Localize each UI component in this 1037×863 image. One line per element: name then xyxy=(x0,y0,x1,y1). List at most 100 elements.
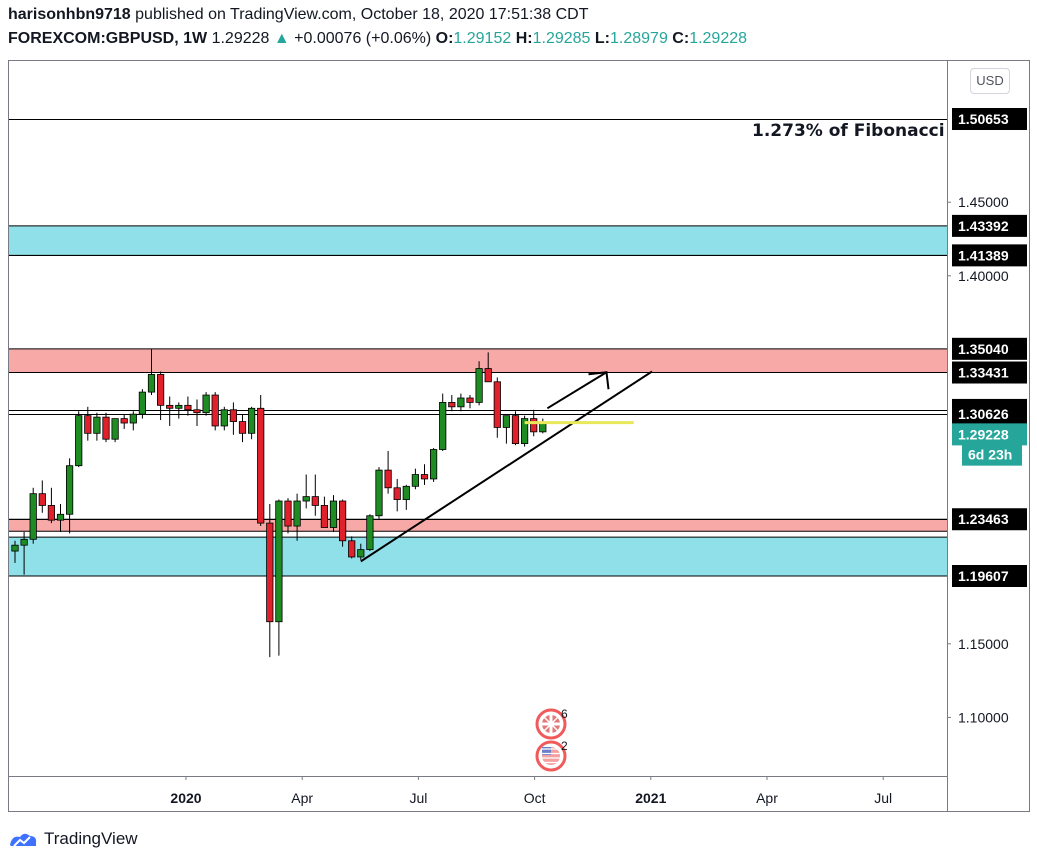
brand-name: TradingView xyxy=(44,829,138,848)
candle-down xyxy=(102,416,110,440)
candle-down xyxy=(47,505,56,521)
candle-down xyxy=(484,368,492,383)
uk-flag-icon[interactable]: 6 xyxy=(535,707,568,740)
candle-up xyxy=(220,409,228,427)
candle-down xyxy=(530,418,538,433)
candle-down xyxy=(184,404,192,411)
candle-down xyxy=(320,505,329,528)
symbol-name[interactable]: FOREXCOM:GBPUSD, 1W xyxy=(8,30,208,47)
candle-down xyxy=(511,415,520,445)
candle-up xyxy=(20,538,28,546)
candle-down xyxy=(384,469,392,489)
currency-button[interactable]: USD xyxy=(970,68,1010,94)
candle-up xyxy=(366,515,374,551)
flag-canton xyxy=(542,747,551,755)
candle-up xyxy=(11,544,19,552)
candle-up xyxy=(402,485,410,500)
candle-up xyxy=(111,418,119,440)
candle-down xyxy=(266,522,274,623)
candle-down xyxy=(393,487,401,500)
candle-up xyxy=(302,496,310,502)
candle-up xyxy=(202,394,210,414)
low-value: 1.28979 xyxy=(610,30,668,47)
candle-up xyxy=(247,407,256,434)
candle-down xyxy=(338,500,347,542)
levels-layer xyxy=(8,119,947,520)
candle-down xyxy=(211,394,219,427)
zones-layer xyxy=(8,225,947,577)
candle-up xyxy=(147,374,156,393)
close-value: 1.29228 xyxy=(689,30,748,47)
candle-up xyxy=(357,549,365,558)
time-tick-label: Jul xyxy=(409,790,427,806)
candle-up xyxy=(56,513,65,521)
price-tag xyxy=(952,244,1027,267)
price-tick-label: 1.40000 xyxy=(958,268,1009,284)
candle-down xyxy=(466,397,474,403)
last-price: 1.29228 xyxy=(211,30,270,47)
candle-down xyxy=(156,374,165,406)
price-tag xyxy=(962,443,1022,466)
price-tag-label: 1.23463 xyxy=(958,511,1009,527)
candle-up xyxy=(275,500,283,623)
price-tag-label: 1.35040 xyxy=(958,341,1009,357)
up-arrow-icon: ▲ xyxy=(273,30,290,47)
publish-info: harisonhbn9718 published on TradingView.… xyxy=(8,6,588,24)
time-tick-label: Apr xyxy=(291,790,313,806)
price-axis[interactable]: 1.45000 1.40000 1.15000 1.10000 1.50653 1.433… xyxy=(947,108,1027,725)
time-axis[interactable]: 2020 Apr Jul Oct 2021 Apr Jul xyxy=(170,776,892,806)
author-name[interactable]: harisonhbn9718 xyxy=(8,6,131,23)
lower-resistance-zone xyxy=(8,519,947,532)
candle-down xyxy=(120,418,128,424)
price-tag-label: 1.41389 xyxy=(958,247,1009,263)
candle-up xyxy=(293,500,301,527)
candle-down xyxy=(238,421,247,434)
low-label: L: xyxy=(594,30,610,47)
candle-down xyxy=(229,409,237,422)
candle-down xyxy=(284,500,292,527)
candle-up xyxy=(429,449,438,480)
us-flag-icon[interactable]: 2 xyxy=(535,739,568,772)
price-tag xyxy=(952,337,1027,360)
arrow-head-icon xyxy=(588,371,610,390)
candle-down xyxy=(166,404,174,409)
candle-up xyxy=(439,402,447,450)
candle-up xyxy=(138,391,146,415)
price-tag xyxy=(952,565,1027,587)
close-label: C: xyxy=(672,30,690,47)
price-tag xyxy=(952,361,1027,384)
candle-up xyxy=(29,493,37,540)
candle-down xyxy=(493,381,501,428)
price-tag xyxy=(952,214,1027,237)
price-tick-label: 1.45000 xyxy=(958,194,1009,210)
candle-down xyxy=(84,415,92,434)
candle-down xyxy=(193,409,201,414)
published-text: published on TradingView.com, October 18… xyxy=(130,6,589,23)
price-tag-label: 1.30626 xyxy=(958,406,1009,422)
candle-down xyxy=(311,496,319,506)
price-tag-label: 1.50653 xyxy=(958,111,1009,127)
candle-up xyxy=(457,397,465,408)
chart-frame-lines xyxy=(8,60,1030,812)
time-tick-label: 2020 xyxy=(170,790,201,806)
candle-up xyxy=(75,415,83,467)
events-layer[interactable]: 62 xyxy=(535,707,568,772)
price-tag-label: 1.43392 xyxy=(958,218,1009,234)
drawings-layer xyxy=(360,370,653,563)
open-value: 1.29152 xyxy=(453,30,512,47)
event-count: 6 xyxy=(561,707,568,721)
fibonacci-annotation: 1.273% of Fibonacci xyxy=(752,121,945,141)
tradingview-footer[interactable]: TradingView xyxy=(8,826,138,852)
open-label: O: xyxy=(435,30,454,47)
candle-up xyxy=(521,418,529,445)
price-tick-label: 1.15000 xyxy=(958,636,1009,652)
price-tag-label: 1.33431 xyxy=(958,365,1009,381)
candle-up xyxy=(475,368,483,403)
time-tick-label: Jul xyxy=(874,790,892,806)
tradingview-logo-icon xyxy=(10,833,37,847)
high-label: H: xyxy=(515,30,533,47)
candle-down xyxy=(420,474,429,480)
candle-down xyxy=(38,493,46,506)
candle-down xyxy=(448,402,456,408)
